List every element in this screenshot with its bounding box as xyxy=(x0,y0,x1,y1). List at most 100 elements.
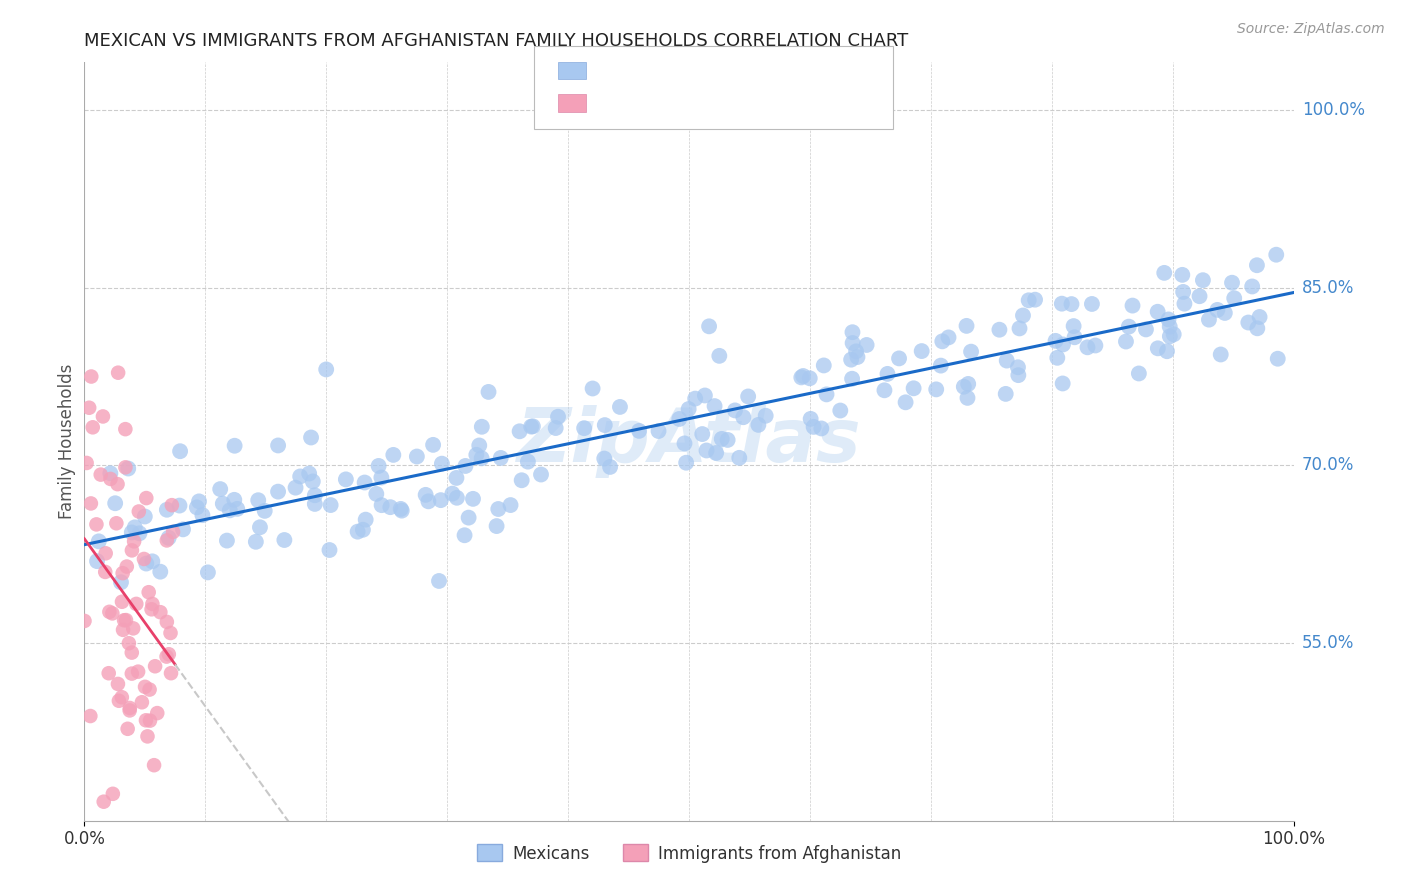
Point xyxy=(1063,319,1085,334)
Point xyxy=(427,574,450,588)
Point xyxy=(1157,312,1180,326)
Text: 67: 67 xyxy=(751,94,782,112)
Point xyxy=(118,703,141,717)
Point xyxy=(953,380,976,394)
Point xyxy=(695,443,717,458)
Point xyxy=(628,424,651,438)
Point xyxy=(319,498,342,512)
Point xyxy=(830,403,852,417)
Point xyxy=(599,459,621,474)
Text: MEXICAN VS IMMIGRANTS FROM AFGHANISTAN FAMILY HOUSEHOLDS CORRELATION CHART: MEXICAN VS IMMIGRANTS FROM AFGHANISTAN F… xyxy=(84,32,908,50)
Point xyxy=(98,467,121,481)
Point xyxy=(352,523,374,537)
Point xyxy=(389,502,412,516)
Point xyxy=(114,422,136,436)
Point xyxy=(125,597,148,611)
Point xyxy=(169,499,191,513)
Point xyxy=(841,336,863,351)
Point xyxy=(157,647,180,661)
Point xyxy=(477,384,499,399)
Point xyxy=(108,694,131,708)
Point xyxy=(149,605,172,619)
Point xyxy=(127,665,149,679)
Point xyxy=(186,500,208,515)
Point xyxy=(1052,376,1074,391)
Point xyxy=(77,401,100,415)
Point xyxy=(1153,266,1175,280)
Point xyxy=(149,565,172,579)
Point xyxy=(1063,330,1085,344)
Point xyxy=(318,543,340,558)
Point xyxy=(97,666,120,681)
Point xyxy=(86,517,108,532)
Point xyxy=(737,389,759,403)
Point xyxy=(1045,334,1067,348)
Point xyxy=(253,504,276,518)
Point xyxy=(141,554,163,568)
Point xyxy=(249,520,271,534)
Point xyxy=(245,534,267,549)
Point xyxy=(354,513,377,527)
Point xyxy=(799,371,821,385)
Legend: Mexicans, Immigrants from Afghanistan: Mexicans, Immigrants from Afghanistan xyxy=(470,838,908,869)
Point xyxy=(111,690,134,705)
Point xyxy=(79,709,101,723)
Point xyxy=(134,680,156,694)
Text: 55.0%: 55.0% xyxy=(1302,634,1354,652)
Point xyxy=(454,458,477,473)
Point xyxy=(693,388,716,402)
Y-axis label: Family Households: Family Households xyxy=(58,364,76,519)
Point xyxy=(101,607,124,621)
Point xyxy=(267,484,290,499)
Point xyxy=(107,477,129,491)
Point xyxy=(931,334,953,349)
Point xyxy=(1163,327,1185,342)
Point xyxy=(1159,329,1181,343)
Point xyxy=(76,456,98,470)
Point xyxy=(471,419,494,434)
Point xyxy=(1188,289,1211,303)
Point xyxy=(839,352,862,367)
Point xyxy=(211,497,233,511)
Point xyxy=(1249,310,1271,324)
Point xyxy=(1135,322,1157,336)
Point xyxy=(792,369,814,384)
Point xyxy=(98,605,121,619)
Point xyxy=(304,497,326,511)
Point xyxy=(1084,338,1107,352)
Point xyxy=(290,469,312,483)
Point xyxy=(1156,344,1178,359)
Point xyxy=(157,531,180,545)
Point xyxy=(461,491,484,506)
Point xyxy=(430,493,453,508)
Point xyxy=(1198,312,1220,326)
Point xyxy=(925,383,948,397)
Point xyxy=(86,554,108,568)
Point xyxy=(346,524,368,539)
Point xyxy=(683,392,706,406)
Point xyxy=(1128,367,1150,381)
Point xyxy=(73,614,96,628)
Point xyxy=(155,649,177,664)
Point xyxy=(418,494,440,508)
Point xyxy=(267,438,290,452)
Point xyxy=(218,503,240,517)
Point xyxy=(117,722,139,736)
Point xyxy=(191,508,214,523)
Point xyxy=(121,646,143,660)
Point xyxy=(755,409,778,423)
Point xyxy=(112,623,135,637)
Point xyxy=(1024,293,1046,307)
Point xyxy=(520,419,543,434)
Point xyxy=(957,376,980,391)
Text: N =: N = xyxy=(709,94,748,112)
Point xyxy=(122,621,145,635)
Point xyxy=(141,597,163,611)
Point xyxy=(224,439,246,453)
Point xyxy=(370,470,392,484)
Point xyxy=(995,353,1018,368)
Point xyxy=(1192,273,1215,287)
Point xyxy=(887,351,910,366)
Point xyxy=(485,519,508,533)
Text: 200: 200 xyxy=(751,62,789,79)
